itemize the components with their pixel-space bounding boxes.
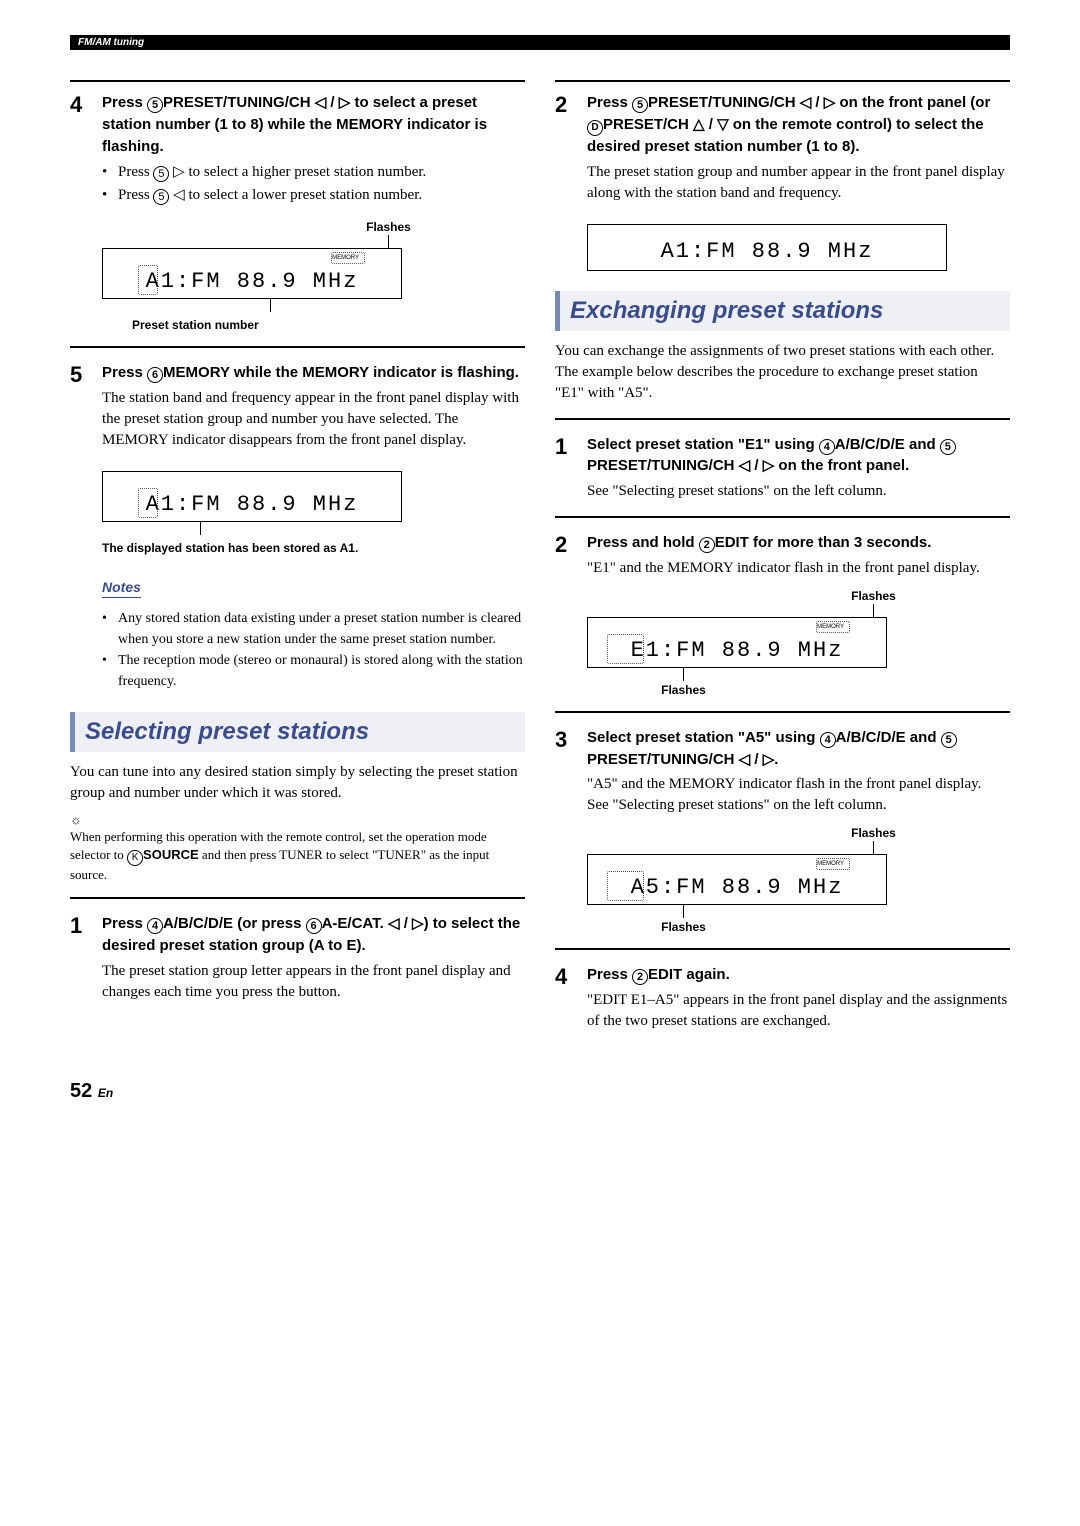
step-body: The station band and frequency appear in… [102,388,525,451]
step-body: "E1" and the MEMORY indicator flash in t… [587,558,1010,579]
circled-5-icon: 5 [940,439,956,455]
step-title: Press 6MEMORY while the MEMORY indicator… [102,362,525,384]
tip-block: ☼ When performing this operation with th… [70,812,525,883]
step-body: The preset station group letter appears … [102,961,525,1003]
step-body: The preset station group and number appe… [587,162,1010,204]
dotted-flash-icon [607,634,644,664]
circled-d-icon: D [587,120,603,136]
header-bar: FM/AM tuning [70,35,1010,50]
display-panel: MEMORY E1:FM 88.9 MHz [587,617,887,668]
step-number: 4 [555,964,587,1032]
dotted-flash-icon [607,871,644,901]
separator [555,516,1010,518]
display-panel: A1:FM 88.9 MHz [102,471,402,522]
caption: The displayed station has been stored as… [102,541,525,555]
dotted-flash-icon [331,252,365,264]
separator [555,80,1010,82]
step-number: 4 [70,92,102,332]
circled-6-icon: 6 [147,367,163,383]
section-heading: Selecting preset stations [70,712,525,752]
display-panel: A1:FM 88.9 MHz [587,224,947,271]
pointer-down-icon [388,235,389,249]
step-4: 4 Press 5PRESET/TUNING/CH ◁ / ▷ to selec… [70,92,525,332]
pointer-up-icon [683,904,684,918]
flashes-label: Flashes [737,589,1010,603]
exchange-step-4: 4 Press 2EDIT again. "EDIT E1–A5" appear… [555,964,1010,1032]
list-item: The reception mode (stereo or monaural) … [102,650,525,692]
circled-2-icon: 2 [699,537,715,553]
notes-heading: Notes [102,579,141,598]
circled-2-icon: 2 [632,969,648,985]
circled-4-icon: 4 [147,918,163,934]
content-columns: 4 Press 5PRESET/TUNING/CH ◁ / ▷ to selec… [70,80,1010,1040]
exchange-step-3: 3 Select preset station "A5" using 4A/B/… [555,727,1010,935]
tip-icon: ☼ [70,812,525,828]
intro-text: You can exchange the assignments of two … [555,341,1010,404]
separator [555,711,1010,713]
pointer-up-icon [683,667,684,681]
pointer-down-icon [873,604,874,618]
step-body: See "Selecting preset stations" on the l… [587,481,1010,502]
list-item: Press 5 ◁ to select a lower preset stati… [102,184,525,207]
dotted-flash-icon [816,621,850,633]
tip-text: When performing this operation with the … [70,828,525,883]
step-5: 5 Press 6MEMORY while the MEMORY indicat… [70,362,525,555]
circled-5-icon: 5 [147,97,163,113]
page-number: 52 En [70,1080,1010,1103]
circled-5-icon: 5 [153,189,169,205]
step-title: Select preset station "A5" using 4A/B/C/… [587,727,1010,771]
circled-5-icon: 5 [153,166,169,182]
right-column: 2 Press 5PRESET/TUNING/CH ◁ / ▷ on the f… [555,80,1010,1040]
circled-k-icon: K [127,850,143,866]
section-heading: Exchanging preset stations [555,291,1010,331]
step-title: Press 5PRESET/TUNING/CH ◁ / ▷ on the fro… [587,92,1010,158]
separator [555,418,1010,420]
notes-section: Notes Any stored station data existing u… [70,563,525,692]
exchange-step-2: 2 Press and hold 2EDIT for more than 3 s… [555,532,1010,697]
pointer-up-icon [270,298,271,312]
step-number: 2 [555,92,587,271]
circled-5-icon: 5 [632,97,648,113]
step-body: "EDIT E1–A5" appears in the front panel … [587,990,1010,1032]
separator [70,346,525,348]
step-number: 1 [70,913,102,1003]
caption: Preset station number [132,318,525,332]
pointer-up-icon [200,521,201,535]
bullet-list: Any stored station data existing under a… [102,608,525,692]
list-item: Any stored station data existing under a… [102,608,525,650]
separator [70,80,525,82]
pointer-down-icon [873,841,874,855]
left-column: 4 Press 5PRESET/TUNING/CH ◁ / ▷ to selec… [70,80,525,1040]
step-title: Press and hold 2EDIT for more than 3 sec… [587,532,1010,554]
circled-6-icon: 6 [306,918,322,934]
bullet-list: Press 5 ▷ to select a higher preset stat… [102,161,525,206]
display-panel: MEMORY A1:FM 88.9 MHz [102,248,402,299]
flashes-label: Flashes [252,220,525,234]
circled-4-icon: 4 [820,732,836,748]
dotted-flash-icon [138,488,158,518]
select-step-2: 2 Press 5PRESET/TUNING/CH ◁ / ▷ on the f… [555,92,1010,271]
step-number: 1 [555,434,587,503]
circled-5-icon: 5 [941,732,957,748]
separator [70,897,525,899]
intro-text: You can tune into any desired station si… [70,762,525,804]
circled-4-icon: 4 [819,439,835,455]
step-body: "A5" and the MEMORY indicator flash in t… [587,774,1010,795]
step-title: Press 2EDIT again. [587,964,1010,986]
step-body: See "Selecting preset stations" on the l… [587,795,1010,816]
step-number: 3 [555,727,587,935]
exchange-step-1: 1 Select preset station "E1" using 4A/B/… [555,434,1010,503]
display-panel: MEMORY A5:FM 88.9 MHz [587,854,887,905]
display-text: A1:FM 88.9 MHz [598,233,936,266]
flashes-label: Flashes [357,920,1010,934]
dotted-flash-icon [816,858,850,870]
step-title: Select preset station "E1" using 4A/B/C/… [587,434,1010,478]
separator [555,948,1010,950]
flashes-label: Flashes [737,826,1010,840]
list-item: Press 5 ▷ to select a higher preset stat… [102,161,525,184]
step-title: Press 5PRESET/TUNING/CH ◁ / ▷ to select … [102,92,525,157]
dotted-flash-icon [138,265,158,295]
